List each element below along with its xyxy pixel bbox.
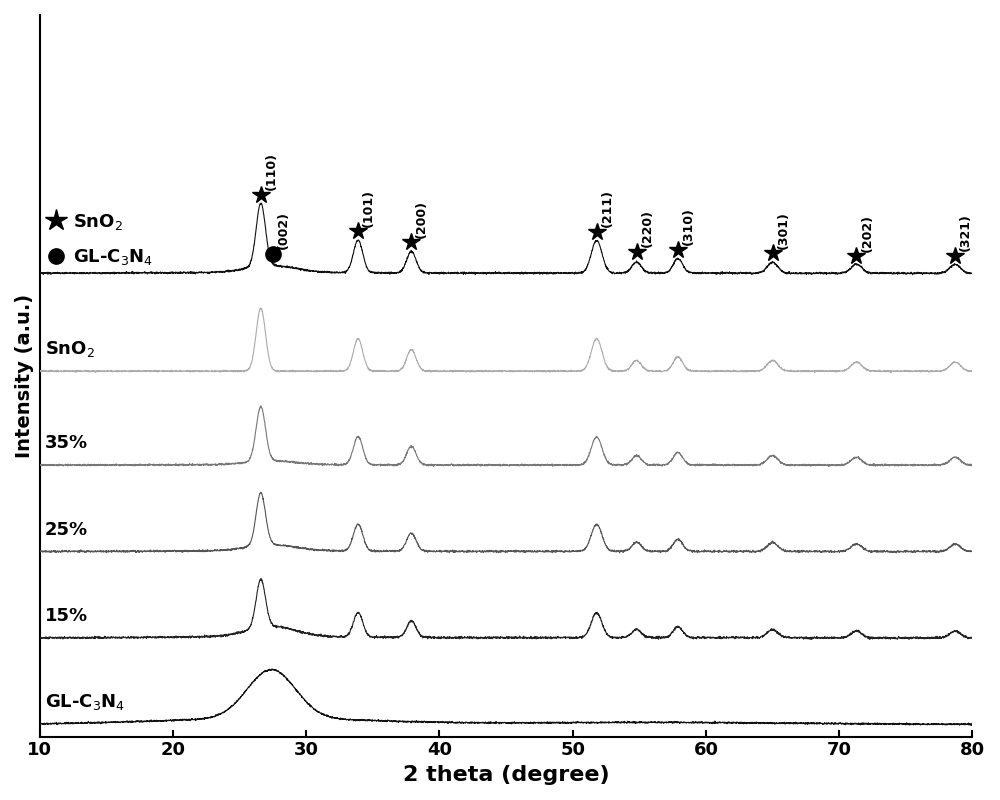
Text: (101): (101) <box>362 189 375 226</box>
Text: (202): (202) <box>860 214 873 251</box>
Text: 15%: 15% <box>45 607 88 626</box>
Text: (110): (110) <box>265 152 278 190</box>
Text: GL-C$_3$N$_4$: GL-C$_3$N$_4$ <box>73 247 153 267</box>
X-axis label: 2 theta (degree): 2 theta (degree) <box>403 765 609 785</box>
Text: 35%: 35% <box>45 434 88 453</box>
Text: (301): (301) <box>777 210 790 249</box>
Text: (211): (211) <box>601 190 614 227</box>
Text: (321): (321) <box>959 213 972 251</box>
Y-axis label: Intensity (a.u.): Intensity (a.u.) <box>15 294 34 458</box>
Text: SnO$_2$: SnO$_2$ <box>45 338 95 358</box>
Text: 25%: 25% <box>45 521 88 539</box>
Text: SnO$_2$: SnO$_2$ <box>73 212 123 232</box>
Text: GL-C$_3$N$_4$: GL-C$_3$N$_4$ <box>45 692 125 712</box>
Text: (200): (200) <box>415 199 428 238</box>
Text: (310): (310) <box>682 207 695 245</box>
Text: (220): (220) <box>641 210 654 247</box>
Text: (002): (002) <box>277 211 290 249</box>
